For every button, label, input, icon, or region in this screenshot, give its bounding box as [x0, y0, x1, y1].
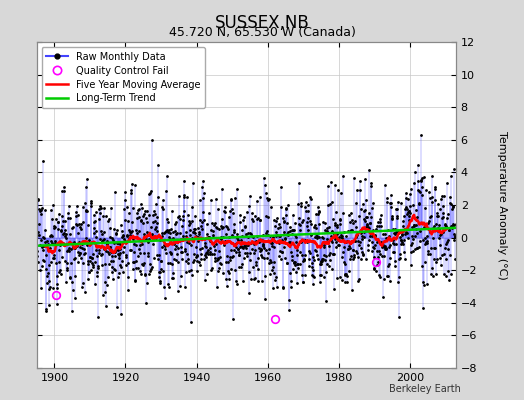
Y-axis label: Temperature Anomaly (°C): Temperature Anomaly (°C) [497, 131, 507, 279]
Text: SUSSEX,NB: SUSSEX,NB [215, 14, 309, 32]
Legend: Raw Monthly Data, Quality Control Fail, Five Year Moving Average, Long-Term Tren: Raw Monthly Data, Quality Control Fail, … [41, 47, 205, 108]
Text: 45.720 N, 65.530 W (Canada): 45.720 N, 65.530 W (Canada) [169, 26, 355, 39]
Text: Berkeley Earth: Berkeley Earth [389, 384, 461, 394]
